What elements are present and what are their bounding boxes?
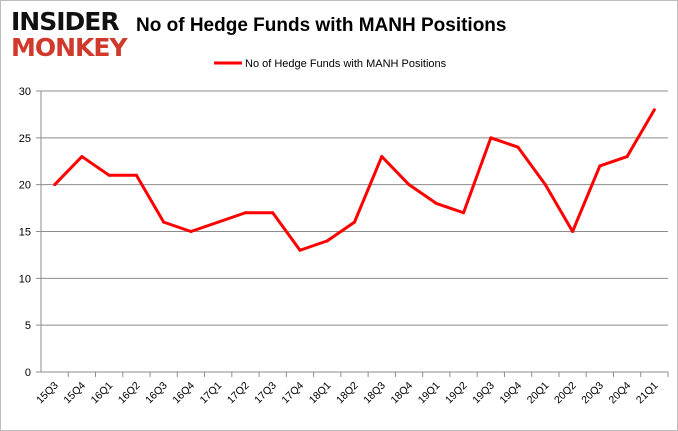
data-point (380, 155, 384, 159)
y-tick-label: 20 (19, 180, 31, 192)
data-point (652, 108, 656, 112)
data-point (189, 230, 193, 233)
x-tick-label: 17Q2 (225, 380, 252, 407)
x-tick-label: 20Q1 (525, 380, 552, 407)
series-line (53, 108, 656, 252)
data-point (80, 155, 84, 159)
x-tick-label: 19Q2 (443, 380, 470, 407)
chart-title: No of Hedge Funds with MANH Positions (136, 15, 507, 36)
y-tick-label: 0 (25, 367, 31, 379)
data-point (162, 220, 166, 224)
y-tick-label: 5 (25, 320, 31, 332)
data-point (271, 211, 275, 215)
x-tick-label: 15Q4 (61, 380, 88, 407)
x-tick-label: 21Q1 (634, 380, 661, 407)
data-point (243, 211, 247, 215)
x-tick-label: 18Q2 (334, 380, 361, 407)
x-tick-label: 16Q4 (170, 380, 197, 407)
data-point (298, 248, 302, 252)
x-tick-label: 17Q1 (198, 380, 225, 407)
x-tick-label: 19Q3 (470, 380, 497, 407)
data-point (489, 136, 493, 140)
data-point (134, 173, 138, 177)
x-tick-label: 16Q2 (116, 380, 143, 407)
data-point (571, 230, 575, 233)
x-tick-label: 17Q4 (279, 380, 306, 407)
data-point (325, 239, 329, 243)
y-tick-label: 30 (19, 86, 31, 98)
x-tick-label: 20Q4 (607, 380, 634, 407)
data-point (543, 183, 547, 187)
x-tick-label: 19Q4 (498, 380, 525, 407)
data-point (353, 220, 356, 224)
x-tick-label: 16Q1 (89, 380, 116, 407)
x-tick-label: 16Q3 (143, 380, 170, 407)
x-tick-label: 19Q1 (416, 380, 443, 407)
data-point (598, 164, 602, 168)
y-tick-label: 10 (19, 273, 31, 285)
data-point (407, 183, 411, 187)
data-point (516, 145, 520, 149)
logo-line2: MONKEY (11, 33, 128, 62)
data-point (625, 155, 629, 159)
x-tick-label: 15Q3 (34, 380, 61, 407)
x-tick-label: 18Q3 (361, 380, 388, 407)
y-tick-label: 25 (19, 133, 31, 145)
x-tick-label: 20Q3 (579, 380, 606, 407)
y-tick-label: 15 (19, 227, 31, 239)
x-tick-label: 18Q4 (388, 380, 415, 407)
data-point (107, 173, 111, 177)
data-point (434, 201, 438, 205)
data-point (53, 183, 57, 187)
x-tick-label: 17Q3 (252, 380, 279, 407)
insider-monkey-logo: INSIDER MONKEY (11, 7, 128, 62)
x-tick-label: 20Q2 (552, 380, 579, 407)
x-tick-label: 18Q1 (307, 380, 334, 407)
data-point (462, 211, 466, 215)
data-point (216, 220, 220, 224)
logo-line1: INSIDER (11, 7, 120, 36)
legend-label: No of Hedge Funds with MANH Positions (245, 58, 447, 70)
